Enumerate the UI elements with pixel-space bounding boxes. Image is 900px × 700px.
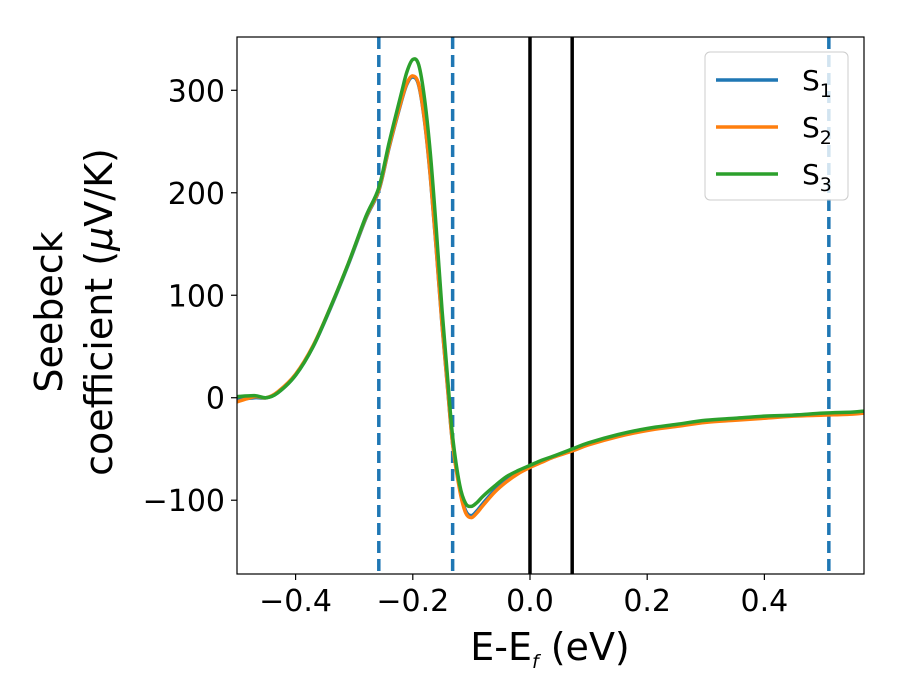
legend: S1 S2 S3 [704,51,849,201]
x-tick-label: 0.0 [506,584,554,619]
series-lines [237,57,864,520]
x-axis-label-main: E-E [470,625,532,669]
x-axis-label-subscript: f [532,651,542,673]
reference-lines [377,37,831,574]
x-tick-label: 0.4 [741,584,789,619]
y-tick-label: 0 [206,382,225,417]
series-line-s3 [237,57,864,509]
x-axis-label: E-Ef (eV) [470,625,630,673]
y-axis-label-text: coefficient ( [77,251,121,476]
x-tick-label: 0.2 [623,584,671,619]
y-axis-ticks: −100 0 100 200 300 [143,74,237,519]
y-axis-label-mu: μ [77,227,121,252]
y-tick-label: 100 [168,279,225,314]
y-tick-label: 300 [168,74,225,109]
y-axis-label-line1: Seebeck [27,231,71,392]
x-tick-label: −0.2 [376,584,449,619]
x-axis-ticks: −0.4 −0.2 0.0 0.2 0.4 [259,574,788,619]
legend-label-s3: S3 [802,158,832,196]
plot-frame [236,36,865,575]
y-tick-label: −100 [143,484,225,519]
y-tick-label: 200 [168,177,225,212]
y-axis-label-line2: coefficient (μV/K) [77,148,121,476]
legend-label-s1: S1 [802,64,832,102]
x-axis-label-unit: (eV) [539,625,630,669]
legend-label-s2: S2 [802,111,832,149]
y-axis-label-unit: V/K) [77,148,121,227]
x-tick-label: −0.4 [259,584,332,619]
